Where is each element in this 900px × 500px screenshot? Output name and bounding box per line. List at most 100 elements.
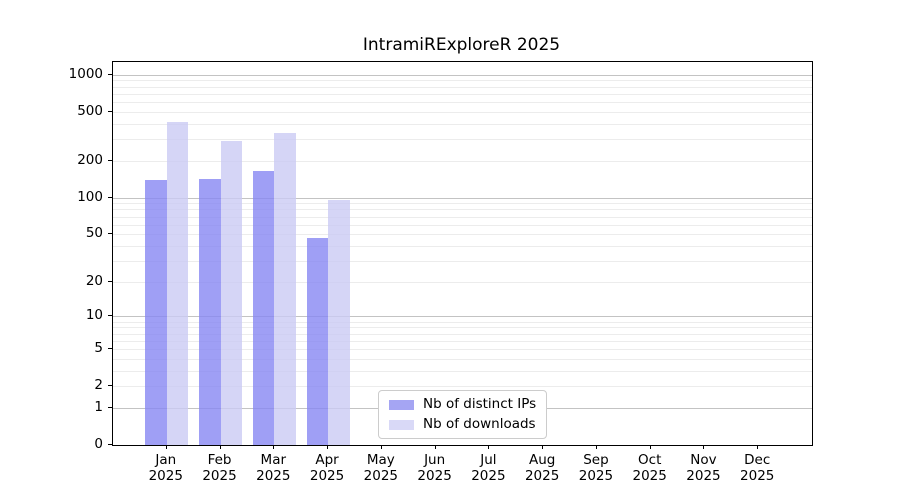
y-axis-tick xyxy=(108,280,112,282)
grid-line-minor xyxy=(113,260,812,262)
y-tick-label: 2 xyxy=(94,377,103,394)
grid-line-minor xyxy=(113,209,812,211)
x-tick-label: Apr 2025 xyxy=(297,452,357,484)
x-axis-tick xyxy=(703,445,705,449)
x-tick-label-line: 2025 xyxy=(740,468,775,484)
grid-line-major xyxy=(113,74,812,76)
y-axis-tick xyxy=(108,406,112,408)
grid-line-major xyxy=(113,316,812,318)
x-axis-tick xyxy=(649,445,651,449)
grid-line-minor xyxy=(113,86,812,88)
x-tick-label-line: May xyxy=(366,452,395,468)
y-axis-tick xyxy=(108,233,112,235)
x-axis-tick xyxy=(273,445,275,449)
x-axis-tick xyxy=(434,445,436,449)
x-axis-tick xyxy=(595,445,597,449)
y-tick-label: 5 xyxy=(94,339,103,356)
x-tick-label-line: Nov xyxy=(690,452,717,468)
x-axis-tick xyxy=(219,445,221,449)
x-tick-label-line: 2025 xyxy=(471,468,506,484)
x-tick-label-line: Dec xyxy=(744,452,771,468)
x-tick-label-line: Jan xyxy=(155,452,177,468)
grid-line-minor xyxy=(113,386,812,388)
bar-distinct-ips xyxy=(199,179,221,445)
x-tick-label-line: 2025 xyxy=(309,468,345,484)
y-tick-label: 1000 xyxy=(68,65,103,82)
grid-line-minor xyxy=(113,123,812,125)
x-tick-label-line: 2025 xyxy=(686,468,721,484)
y-axis-tick xyxy=(108,110,112,112)
grid-line-minor xyxy=(113,216,812,218)
grid-line-minor xyxy=(113,102,812,104)
y-tick-label: 200 xyxy=(77,151,103,168)
y-tick-label: 10 xyxy=(85,307,103,324)
bar-downloads xyxy=(328,199,350,445)
y-axis-tick xyxy=(108,73,112,75)
grid-line-minor xyxy=(113,281,812,283)
x-tick-label: Feb 2025 xyxy=(190,452,250,484)
legend-swatch-downloads-icon xyxy=(389,419,414,430)
y-tick-label: 100 xyxy=(77,188,103,205)
y-axis-tick xyxy=(108,315,112,317)
x-tick-label-line: Apr xyxy=(315,452,339,468)
x-tick-label-line: Feb xyxy=(207,452,232,468)
x-tick-label-line: Sep xyxy=(583,452,609,468)
x-tick-label-line: Mar xyxy=(260,452,287,468)
grid-line-minor xyxy=(113,321,812,323)
plot-area xyxy=(112,61,813,446)
x-tick-label: Sep 2025 xyxy=(566,452,626,484)
x-tick-label: Mar 2025 xyxy=(243,452,303,484)
x-axis-tick xyxy=(542,445,544,449)
x-tick-label-line: 2025 xyxy=(632,468,667,484)
bar-downloads xyxy=(220,140,243,445)
x-tick-label-line: 2025 xyxy=(524,468,560,484)
grid-line-minor xyxy=(113,358,812,360)
x-axis-tick xyxy=(380,445,382,449)
x-tick-label-line: Jul xyxy=(480,452,497,468)
x-axis-tick xyxy=(327,445,329,449)
x-axis-tick xyxy=(165,445,167,449)
legend-swatch-distinct-ips-icon xyxy=(389,399,414,410)
bar-distinct-ips xyxy=(306,237,329,445)
grid-line-minor xyxy=(113,111,812,113)
grid-line-minor xyxy=(113,245,812,247)
y-axis-tick xyxy=(108,385,112,387)
y-axis-tick xyxy=(108,347,112,349)
x-tick-label-line: 2025 xyxy=(363,468,399,484)
x-tick-label-line: 2025 xyxy=(578,468,614,484)
legend-label-distinct-ips: Nb of distinct IPs xyxy=(423,396,537,412)
bar-downloads xyxy=(166,122,189,445)
x-tick-label: Jan 2025 xyxy=(136,452,196,484)
y-tick-label: 1 xyxy=(94,398,103,415)
legend-item-downloads: Nb of downloads xyxy=(389,417,536,432)
x-tick-label: May 2025 xyxy=(351,452,411,484)
y-axis-tick xyxy=(108,159,112,161)
x-tick-label: Oct 2025 xyxy=(620,452,680,484)
x-tick-label: Jun 2025 xyxy=(405,452,465,484)
chart-title: IntramiRExploreR 2025 xyxy=(362,35,561,55)
grid-line-minor xyxy=(113,160,812,162)
x-axis-tick xyxy=(757,445,759,449)
grid-line-minor xyxy=(113,333,812,335)
y-axis-tick xyxy=(108,444,112,445)
x-axis-tick xyxy=(488,445,490,449)
x-tick-label-line: Aug xyxy=(528,452,556,468)
grid-line-major xyxy=(113,197,812,199)
grid-line-minor xyxy=(113,370,812,372)
grid-line-minor xyxy=(113,224,812,226)
grid-line-minor xyxy=(113,93,812,95)
x-tick-label-line: Oct xyxy=(638,452,662,468)
x-tick-label: Dec 2025 xyxy=(727,452,787,484)
legend: Nb of distinct IPs Nb of downloads xyxy=(378,390,548,439)
grid-line-minor xyxy=(113,203,812,205)
bar-downloads xyxy=(274,132,296,445)
x-tick-label: Jul 2025 xyxy=(458,452,518,484)
grid-line-minor xyxy=(113,327,812,329)
grid-line-minor xyxy=(113,234,812,236)
grid-line-minor xyxy=(113,80,812,82)
y-tick-label: 50 xyxy=(85,225,103,242)
grid-line-minor xyxy=(113,348,812,350)
legend-item-distinct-ips: Nb of distinct IPs xyxy=(389,397,536,412)
x-tick-label-line: 2025 xyxy=(202,468,237,484)
